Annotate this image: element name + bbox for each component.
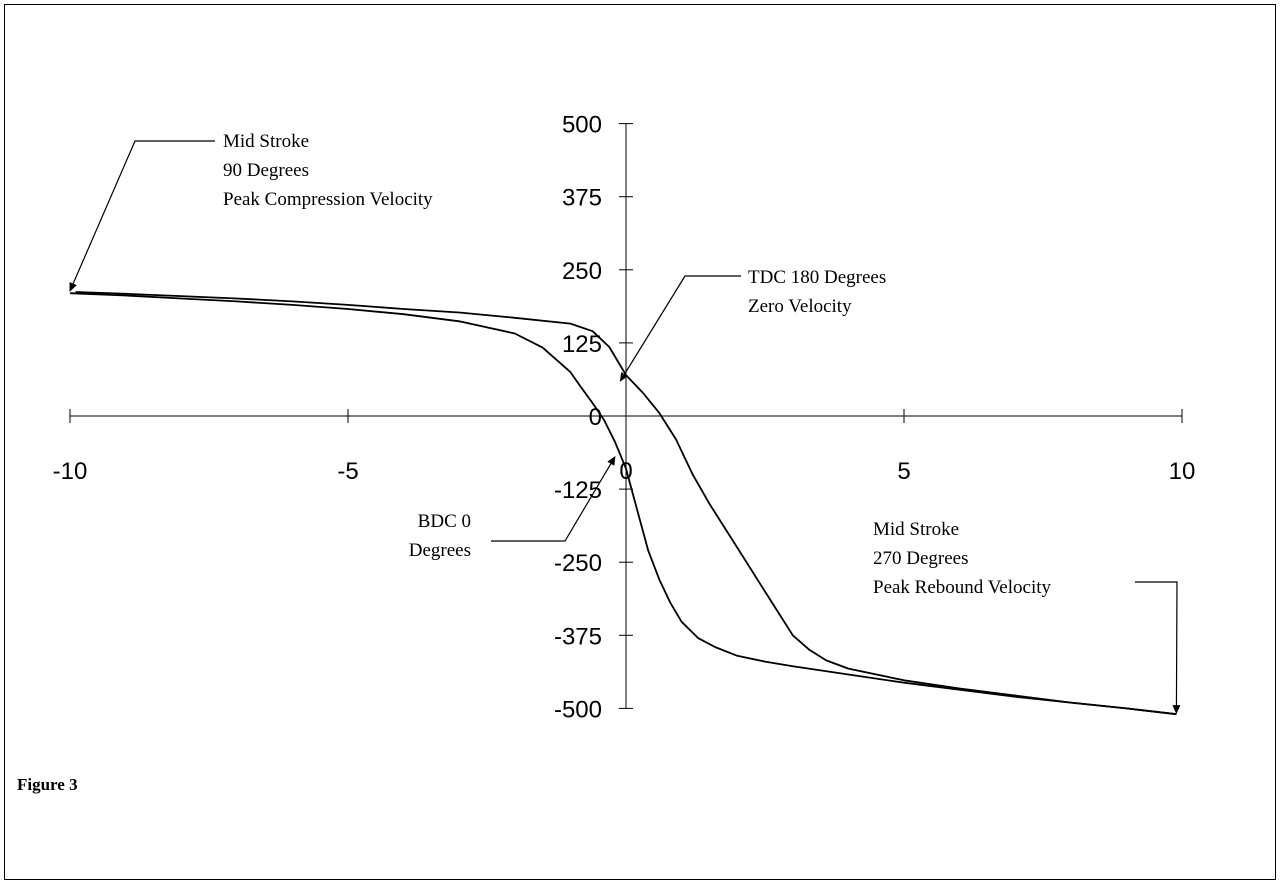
figure-caption: Figure 3 — [17, 775, 78, 794]
annotation-text: BDC 0 — [418, 511, 471, 532]
annotation-text: 270 Degrees — [873, 548, 969, 569]
y-tick-label: -250 — [554, 550, 602, 577]
series-line-2 — [75, 291, 1177, 716]
annotation-arrow — [619, 275, 741, 382]
annotation-text: Mid Stroke — [223, 131, 309, 152]
x-tick-label: 10 — [1169, 458, 1196, 485]
series-layer — [69, 291, 1177, 716]
annotation-text: TDC 180 Degrees — [748, 267, 886, 288]
x-tick-label: 5 — [897, 458, 910, 485]
annotation-arrow — [491, 456, 616, 542]
x-tick-label: -5 — [337, 458, 358, 485]
y-tick-label: 375 — [562, 185, 602, 212]
y-tick-label: 500 — [562, 112, 602, 139]
annotation-text: Degrees — [409, 540, 471, 561]
y-tick-label: -125 — [554, 477, 602, 504]
y-tick-label: -375 — [554, 623, 602, 650]
figure-frame: -10 -5 0 5 10 500 375 250 125 0 -125 -250 -375 -500 M… — [4, 4, 1276, 880]
annotation-text: Mid Stroke — [873, 519, 959, 540]
series-line-1 — [69, 292, 1177, 716]
y-tick-label: 250 — [562, 258, 602, 285]
annotation-text: Peak Compression Velocity — [223, 189, 433, 210]
annotation-arrow — [1135, 581, 1181, 715]
annotations: Mid Stroke 90 Degrees Peak Compression Vel… — [69, 131, 1181, 715]
y-tick-label: 125 — [562, 331, 602, 358]
y-tick-label: -500 — [554, 696, 602, 723]
annotation-arrow — [69, 140, 215, 292]
annotation-text: 90 Degrees — [223, 160, 309, 181]
annotation-text: Zero Velocity — [748, 296, 852, 317]
annotation-text: Peak Rebound Velocity — [873, 577, 1052, 598]
x-tick-label: -10 — [53, 458, 88, 485]
